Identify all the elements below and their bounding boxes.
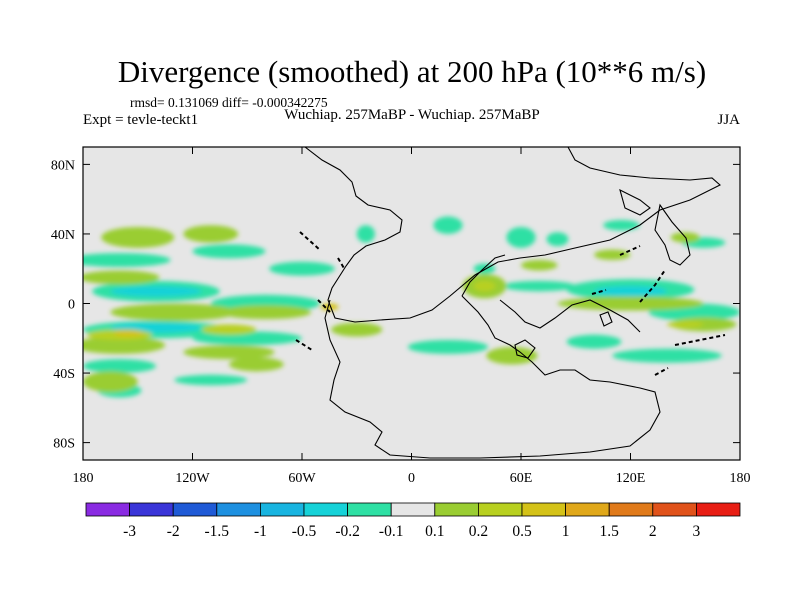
field-region-33: [83, 371, 138, 393]
field-region-34: [331, 322, 383, 337]
y-tick-label-1: 40N: [51, 228, 75, 243]
field-region-7: [83, 359, 156, 374]
field-region-26: [101, 226, 175, 248]
southern-island-coastline: [514, 311, 613, 359]
x-tick-label-5: 120E: [616, 471, 646, 486]
y-tick-label-3: 40S: [53, 367, 75, 382]
colorbar-label-5: -0.2: [335, 523, 360, 540]
x-tick-label-0: 180: [73, 471, 94, 486]
colorbar-label-3: -1: [254, 523, 267, 540]
y-tick-label-2: 0: [68, 298, 75, 313]
field-region-27: [183, 225, 239, 243]
field-region-13: [546, 232, 569, 247]
divergence-field: [83, 216, 740, 398]
colorbar-swatch-10: [521, 502, 566, 517]
field-region-20: [407, 340, 489, 354]
field-region-28: [83, 270, 160, 285]
field-region-31: [83, 336, 166, 354]
colorbar-label-8: 0.2: [469, 523, 488, 540]
x-tick-label-2: 60W: [288, 471, 316, 486]
colorbar-swatch-13: [652, 502, 697, 517]
colorbar-swatch-3: [216, 502, 261, 517]
colorbar-swatch-7: [390, 502, 436, 517]
field-region-35: [229, 357, 284, 372]
field-region-38: [557, 296, 704, 311]
colorbar-label-12: 2: [649, 523, 657, 540]
colorbar-label-1: -2: [167, 523, 180, 540]
field-region-11: [433, 216, 463, 234]
field-region-2: [269, 261, 335, 276]
field-region-17: [502, 280, 576, 292]
colorbar: -3 -2 -1.5 -1 -0.5 -0.2 -0.1 0.1 0.2 0.5 1 1.5 2 3: [85, 502, 741, 540]
tethys-coastline: [461, 254, 641, 333]
colorbar-label-6: -0.1: [379, 523, 404, 540]
colorbar-swatch-12: [608, 502, 654, 517]
axis-ticks: 180 120W 60W 0 60E 120E 180 80N 40N 0 40S 80S: [51, 147, 751, 486]
stats-text: rmsd= 0.131069 diff= -0.000342275: [130, 95, 328, 110]
field-region-1: [192, 244, 266, 259]
colorbar-label-0: -3: [123, 523, 136, 540]
season-label: JJA: [717, 112, 740, 128]
x-tick-label-3: 0: [408, 471, 415, 486]
field-region-14: [603, 220, 640, 231]
colorbar-label-10: 1: [562, 523, 570, 540]
field-region-46: [667, 320, 704, 328]
chart-title: Divergence (smoothed) at 200 hPa (10**6 …: [118, 54, 706, 89]
field-region-8: [174, 374, 248, 386]
continent-outlines: [295, 147, 726, 459]
colorbar-label-13: 3: [693, 523, 701, 540]
y-tick-label-0: 80N: [51, 158, 75, 173]
colorbar-label-4: -0.5: [292, 523, 317, 540]
field-region-6: [192, 331, 302, 346]
colorbar-swatch-9: [477, 502, 523, 517]
field-region-48: [320, 303, 339, 311]
east-island-coastline: [619, 188, 691, 266]
experiment-label: Expt = tevle-teckt1: [83, 112, 198, 128]
pangea-north-coastline: [304, 147, 721, 323]
field-region-30: [219, 305, 312, 320]
field-region-10: [356, 225, 375, 243]
colorbar-swatch-1: [129, 502, 174, 517]
colorbar-swatch-6: [347, 502, 392, 517]
rift-dashes-east: [591, 245, 726, 376]
y-tick-label-4: 80S: [53, 437, 75, 452]
x-tick-label-1: 120W: [175, 471, 210, 486]
field-region-12: [506, 226, 536, 248]
field-region-23: [110, 286, 202, 297]
colorbar-label-2: -1.5: [205, 523, 230, 540]
colorbar-label-9: 0.5: [512, 523, 532, 540]
field-region-32: [183, 345, 275, 360]
field-region-41: [594, 249, 631, 261]
colorbar-label-11: 1.5: [600, 523, 620, 540]
field-region-37: [486, 346, 538, 365]
pangea-south-coastline: [324, 295, 661, 459]
x-tick-label-6: 180: [730, 471, 751, 486]
x-tick-label-4: 60E: [510, 471, 533, 486]
colorbar-swatch-2: [172, 502, 218, 517]
field-region-47: [114, 329, 144, 337]
field-region-44: [201, 324, 257, 335]
comparison-label: Wuchiap. 257MaBP - Wuchiap. 257MaBP: [284, 107, 539, 123]
colorbar-swatch-8: [434, 502, 479, 517]
colorbar-swatch-4: [259, 502, 305, 517]
field-region-40: [521, 260, 558, 271]
field-region-29: [110, 303, 239, 321]
colorbar-swatch-0: [85, 502, 130, 517]
colorbar-swatch-5: [303, 502, 348, 517]
field-region-45: [473, 280, 496, 292]
field-region-21: [612, 348, 722, 363]
colorbar-swatch-14: [696, 502, 741, 517]
field-region-0: [83, 253, 171, 267]
colorbar-label-7: 0.1: [425, 523, 444, 540]
field-region-25: [594, 286, 667, 297]
colorbar-swatch-11: [565, 502, 610, 517]
field-region-22: [566, 334, 622, 349]
